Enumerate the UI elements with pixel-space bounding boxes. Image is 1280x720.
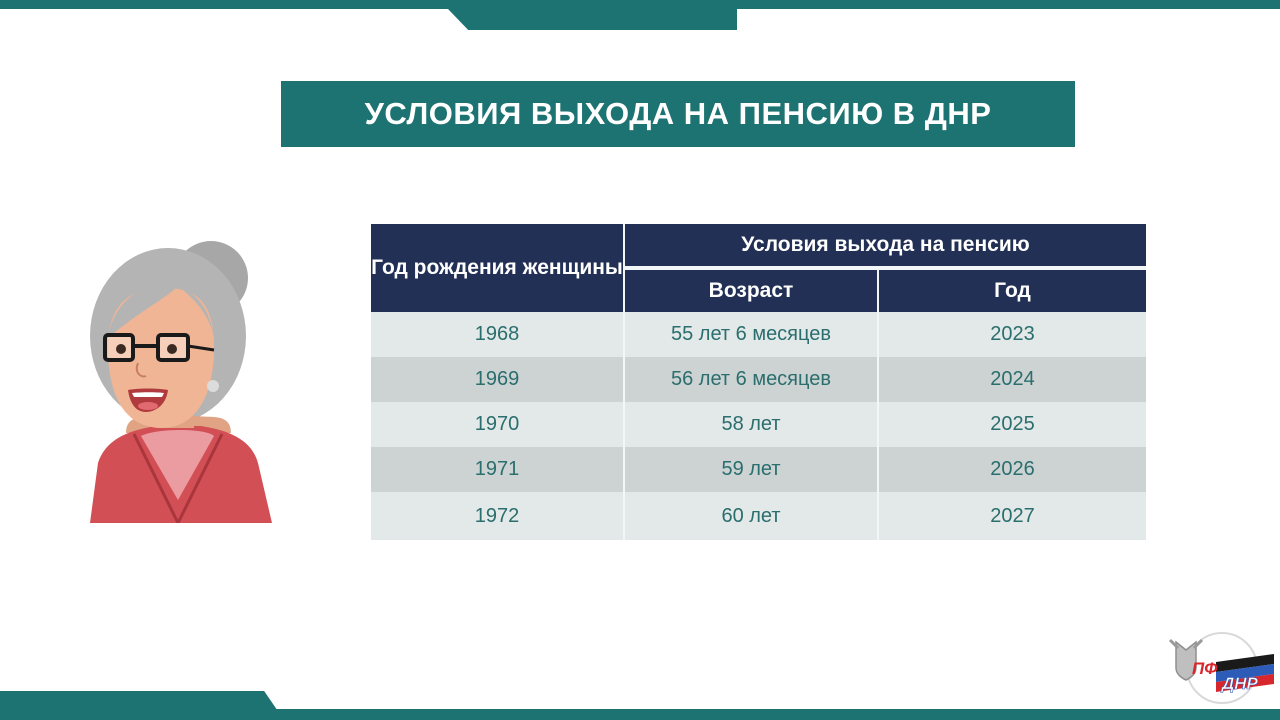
bottom-decor-strip (0, 709, 1280, 720)
cell-age: 59 лет (625, 447, 877, 492)
header-year: Год (879, 270, 1146, 312)
header-conditions: Условия выхода на пенсию (625, 224, 1146, 266)
cell-year: 2025 (879, 402, 1146, 447)
top-decor-strip (0, 0, 1280, 9)
column-divider (623, 224, 625, 540)
logo-text-dnr: ДНР (1220, 674, 1259, 693)
cell-birth-year: 1970 (371, 402, 623, 447)
header-age: Возраст (625, 270, 877, 312)
top-decor-tab (448, 9, 737, 30)
grandmother-illustration (90, 241, 272, 523)
logo-text-pf: ПФ (1192, 659, 1218, 678)
header-divider (625, 266, 1146, 270)
cell-year: 2027 (879, 492, 1146, 540)
cell-age: 60 лет (625, 492, 877, 540)
cell-birth-year: 1968 (371, 312, 623, 357)
title-banner: УСЛОВИЯ ВЫХОДА НА ПЕНСИЮ В ДНР (281, 81, 1075, 147)
cell-age: 58 лет (625, 402, 877, 447)
cell-age: 56 лет 6 месяцев (625, 357, 877, 402)
cell-birth-year: 1969 (371, 357, 623, 402)
page-title: УСЛОВИЯ ВЫХОДА НА ПЕНСИЮ В ДНР (364, 96, 992, 131)
header-birth-year: Год рождения женщины (371, 224, 623, 312)
cell-year: 2023 (879, 312, 1146, 357)
cell-year: 2026 (879, 447, 1146, 492)
pf-dnr-logo: ПФ ДНР (1168, 632, 1274, 704)
column-divider (877, 270, 879, 540)
cell-year: 2024 (879, 357, 1146, 402)
cell-birth-year: 1971 (371, 447, 623, 492)
cell-birth-year: 1972 (371, 492, 623, 540)
pension-table: Год рождения женщины Условия выхода на п… (371, 224, 1146, 540)
cell-age: 55 лет 6 месяцев (625, 312, 877, 357)
